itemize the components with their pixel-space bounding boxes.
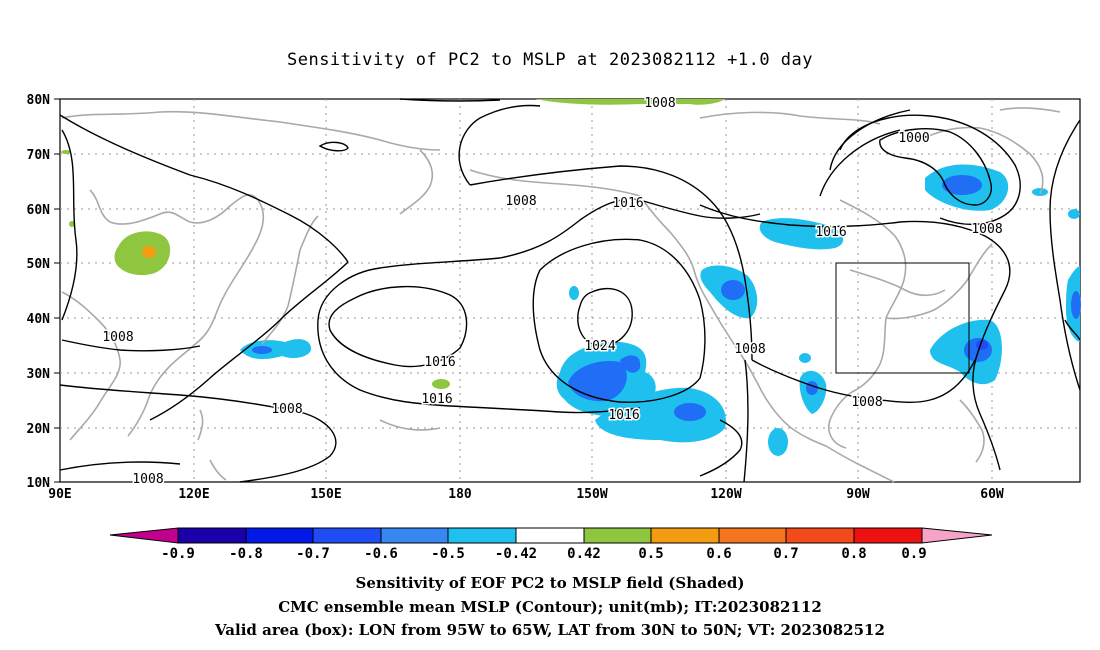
lat-label: 40N — [27, 312, 51, 327]
shade-subtropic-blue — [595, 387, 726, 443]
colorbar-tick: 0.5 — [638, 546, 663, 562]
lon-label: 120W — [710, 487, 741, 502]
lat-label: 10N — [27, 476, 51, 491]
isobars — [59, 98, 1081, 483]
shade-japan-blue — [240, 339, 312, 360]
isobar-label: 1016 — [421, 392, 452, 407]
isobar-label: 1016 — [424, 355, 455, 370]
chart-title: Sensitivity of PC2 to MSLP at 2023082112… — [286, 50, 813, 70]
map-figure: 1008 1000 1008 1016 1008 1016 1008 1024 … — [27, 93, 1081, 562]
colorbar-tick: -0.6 — [364, 546, 398, 562]
colorbar-tick: 0.6 — [706, 546, 731, 562]
colorbar-ticks: -0.9 -0.8 -0.7 -0.6 -0.5 -0.42 0.42 0.5 … — [161, 546, 927, 562]
shade-small-blue — [569, 286, 579, 300]
colorbar — [109, 527, 993, 544]
caption-line-3: Valid area (box): LON from 95W to 65W, L… — [215, 621, 885, 639]
lat-label: 80N — [27, 93, 51, 108]
isobar-label: 1008 — [271, 402, 302, 417]
colorbar-tick: -0.7 — [296, 546, 330, 562]
lat-labels: 80N 70N 60N 50N 40N 30N 20N 10N — [27, 93, 51, 491]
lat-label: 20N — [27, 422, 51, 437]
isobar-labels: 1008 1000 1008 1016 1008 1016 1008 1024 … — [101, 95, 1004, 489]
colorbar-bin — [312, 527, 382, 544]
colorbar-tick: -0.42 — [495, 546, 537, 562]
lat-label: 30N — [27, 367, 51, 382]
shade-green-edge — [61, 150, 71, 154]
isobar-label: 1016 — [608, 408, 639, 423]
colorbar-tick: 0.7 — [773, 546, 798, 562]
isobar-label: 1024 — [584, 339, 615, 354]
lon-label: 150W — [576, 487, 607, 502]
colorbar-bin — [447, 527, 517, 544]
colorbar-bin — [650, 527, 720, 544]
isobar-label: 1008 — [102, 330, 133, 345]
isobar-label: 1000 — [898, 131, 929, 146]
lat-label: 50N — [27, 257, 51, 272]
isobar-label: 1008 — [734, 342, 765, 357]
colorbar-tick: 0.9 — [901, 546, 926, 562]
colorbar-bin — [718, 527, 787, 544]
colorbar-tick: -0.9 — [161, 546, 195, 562]
isobar-label: 1016 — [815, 225, 846, 240]
lon-label: 60W — [980, 487, 1004, 502]
isobar-label: 1008 — [971, 222, 1002, 237]
colorbar-bin — [515, 527, 585, 544]
isobar-label: 1008 — [505, 194, 536, 209]
caption-line-2: CMC ensemble mean MSLP (Contour); unit(m… — [278, 598, 822, 616]
colorbar-tick: -0.8 — [229, 546, 263, 562]
lon-labels: 90E 120E 150E 180 150W 120W 90W 60W — [48, 487, 1004, 502]
lon-label: 120E — [178, 487, 209, 502]
lat-label: 70N — [27, 148, 51, 163]
isobar-label: 1008 — [851, 395, 882, 410]
colorbar-bin — [380, 527, 449, 544]
lon-label: 90E — [48, 487, 71, 502]
shade-asia-orange — [142, 246, 156, 258]
isobar-label: 1008 — [644, 96, 675, 111]
lon-label: 180 — [448, 487, 472, 502]
colorbar-tick: 0.42 — [567, 546, 601, 562]
shade-dateline-green — [432, 379, 450, 389]
colorbar-tick: -0.5 — [431, 546, 465, 562]
caption-line-1: Sensitivity of EOF PC2 to MSLP field (Sh… — [355, 574, 745, 592]
colorbar-bin — [245, 527, 314, 544]
colorbar-low-triangle — [109, 527, 179, 544]
isobar-label: 1016 — [612, 196, 643, 211]
colorbar-bin — [853, 527, 923, 544]
valid-area-box — [835, 262, 970, 374]
shade-gulf-blue — [768, 428, 788, 456]
sensitivity-shading — [61, 99, 1081, 456]
lon-label: 150E — [310, 487, 341, 502]
colorbar-tick: 0.8 — [841, 546, 866, 562]
colorbar-high-triangle — [921, 527, 993, 544]
colorbar-bin — [785, 527, 855, 544]
colorbar-bin — [583, 527, 652, 544]
lon-label: 90W — [846, 487, 870, 502]
shade-arctic-green — [535, 99, 725, 105]
isobar-label: 1008 — [132, 472, 163, 487]
colorbar-bin — [177, 527, 247, 544]
lat-label: 60N — [27, 203, 51, 218]
coastlines — [61, 107, 1061, 483]
